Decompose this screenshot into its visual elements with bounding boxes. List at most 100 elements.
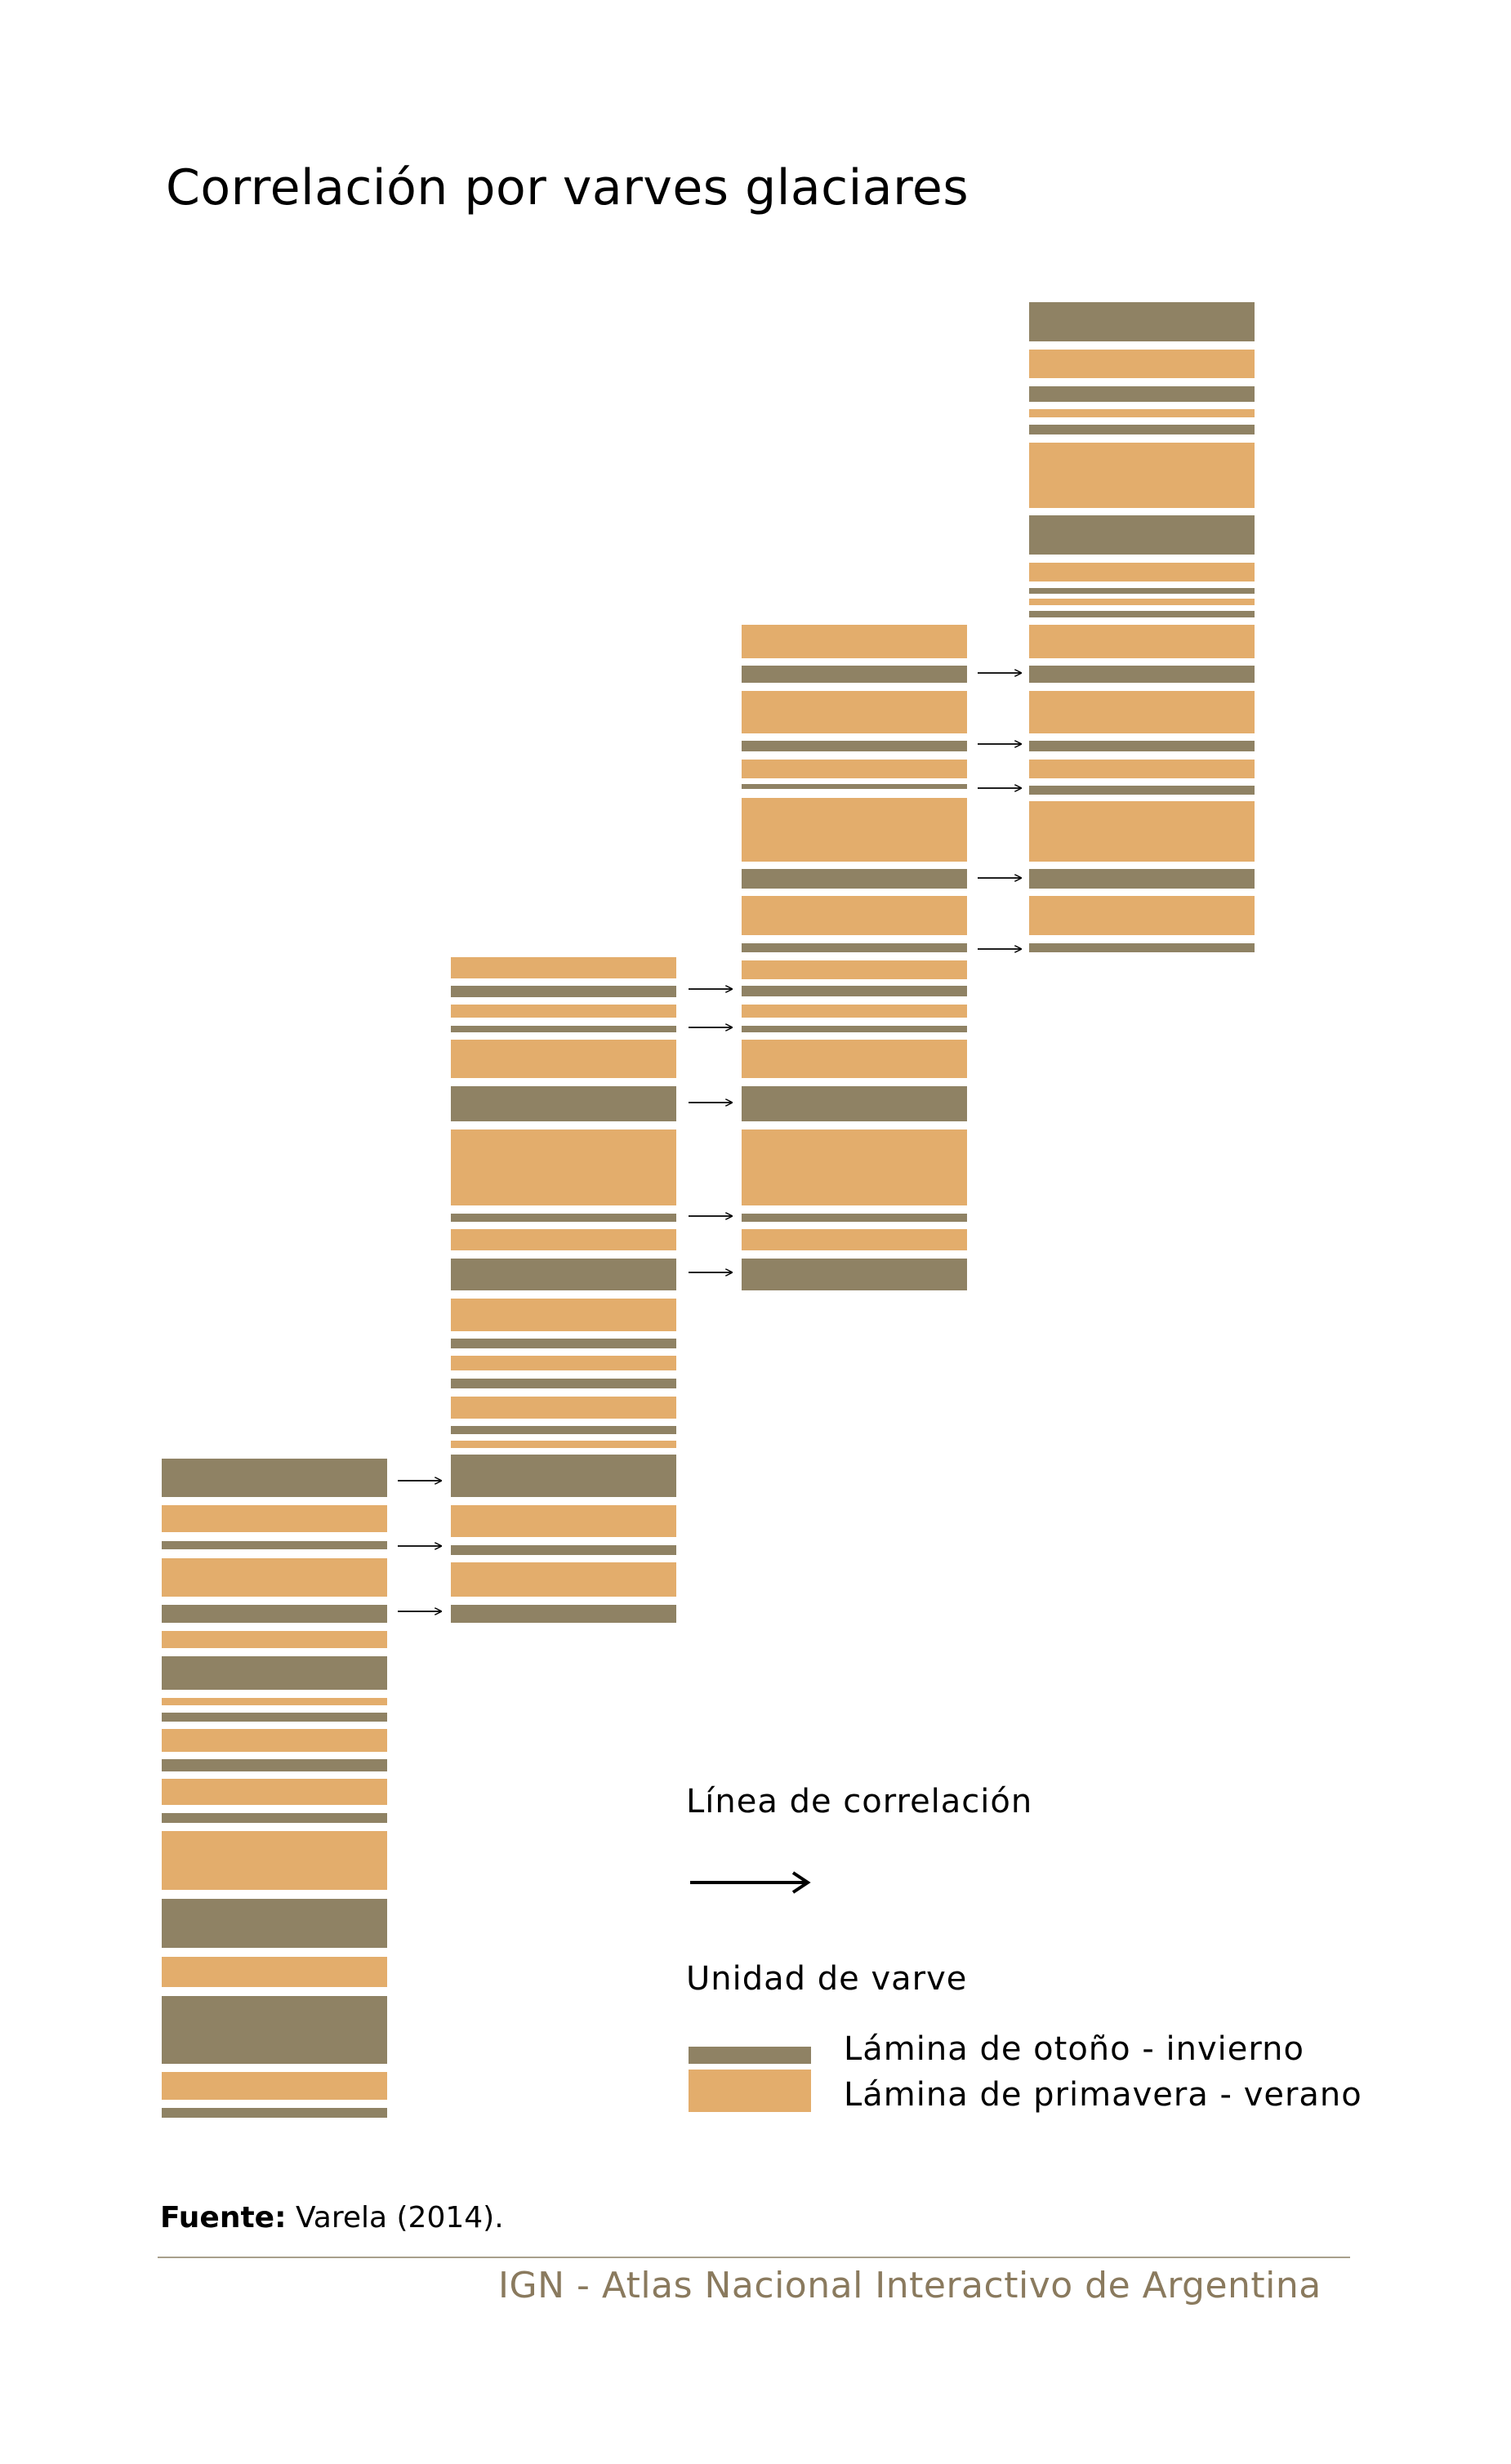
lamina-otono-invierno [742, 1086, 967, 1121]
lamina-primavera-verano [1029, 409, 1255, 417]
lamina-primavera-verano [162, 1779, 387, 1805]
varve-column-1 [162, 1459, 387, 2118]
legend-otono-label: Lámina de otoño - invierno [844, 2030, 1304, 2068]
lamina-primavera-verano [1029, 563, 1255, 581]
lamina-otono-invierno [742, 666, 967, 683]
lamina-otono-invierno [1029, 869, 1255, 889]
varve-column-3 [742, 625, 967, 1290]
lamina-otono-invierno [742, 1259, 967, 1290]
lamina-otono-invierno [162, 1713, 387, 1722]
lamina-otono-invierno [451, 1379, 676, 1388]
lamina-otono-invierno [451, 1214, 676, 1222]
lamina-primavera-verano [451, 1562, 676, 1597]
lamina-primavera-verano [742, 960, 967, 979]
lamina-primavera-verano [1029, 760, 1255, 778]
varve-column-4 [1029, 302, 1255, 952]
lamina-otono-invierno [451, 1545, 676, 1555]
lamina-otono-invierno [162, 1541, 387, 1549]
lamina-primavera-verano [742, 625, 967, 658]
lamina-primavera-verano [451, 1356, 676, 1370]
legend-arrow-icon [690, 1871, 811, 1894]
lamina-primavera-verano [1029, 350, 1255, 378]
lamina-primavera-verano [162, 2072, 387, 2100]
lamina-primavera-verano [162, 1698, 387, 1705]
lamina-otono-invierno [742, 784, 967, 789]
lamina-primavera-verano [742, 1005, 967, 1018]
lamina-otono-invierno [1029, 786, 1255, 795]
source-note: Fuente: Varela (2014). [160, 2201, 504, 2235]
lamina-otono-invierno [1029, 515, 1255, 555]
lamina-otono-invierno [1029, 302, 1255, 341]
footer-divider [158, 2257, 1350, 2258]
lamina-otono-invierno [162, 1759, 387, 1771]
lamina-primavera-verano [1029, 691, 1255, 733]
lamina-primavera-verano [451, 1229, 676, 1250]
lamina-primavera-verano [162, 1558, 387, 1597]
legend-swatch-primavera [689, 2070, 811, 2112]
lamina-primavera-verano [451, 1040, 676, 1078]
lamina-otono-invierno [451, 1455, 676, 1497]
lamina-otono-invierno [1029, 611, 1255, 617]
varve-column-2 [451, 957, 676, 1623]
lamina-primavera-verano [742, 1040, 967, 1078]
lamina-primavera-verano [162, 1631, 387, 1648]
lamina-otono-invierno [162, 1899, 387, 1948]
lamina-primavera-verano [742, 760, 967, 778]
lamina-primavera-verano [162, 1505, 387, 1532]
lamina-otono-invierno [451, 1426, 676, 1434]
lamina-otono-invierno [742, 741, 967, 751]
lamina-primavera-verano [742, 798, 967, 862]
lamina-otono-invierno [1029, 425, 1255, 434]
lamina-primavera-verano [1029, 443, 1255, 508]
lamina-otono-invierno [1029, 943, 1255, 952]
lamina-otono-invierno [742, 986, 967, 996]
lamina-otono-invierno [451, 1026, 676, 1032]
lamina-primavera-verano [451, 1505, 676, 1537]
lamina-otono-invierno [451, 1605, 676, 1623]
lamina-otono-invierno [742, 869, 967, 889]
lamina-primavera-verano [742, 691, 967, 733]
lamina-otono-invierno [162, 1996, 387, 2064]
lamina-primavera-verano [451, 1441, 676, 1448]
lamina-otono-invierno [1029, 741, 1255, 751]
legend-unit-label: Unidad de varve [686, 1960, 968, 1998]
source-label: Fuente: [160, 2201, 287, 2235]
lamina-otono-invierno [742, 943, 967, 952]
lamina-otono-invierno [162, 1813, 387, 1823]
lamina-otono-invierno [162, 2108, 387, 2118]
lamina-primavera-verano [1029, 599, 1255, 605]
lamina-primavera-verano [451, 1130, 676, 1205]
lamina-primavera-verano [1029, 625, 1255, 658]
lamina-primavera-verano [451, 1299, 676, 1331]
lamina-otono-invierno [451, 1259, 676, 1290]
lamina-primavera-verano [162, 1957, 387, 1987]
footer-credit: IGN - Atlas Nacional Interactivo de Arge… [498, 2265, 1322, 2306]
lamina-primavera-verano [451, 1005, 676, 1018]
lamina-otono-invierno [1029, 386, 1255, 402]
legend-swatch-otono [689, 2047, 811, 2064]
lamina-primavera-verano [742, 1229, 967, 1250]
diagram-title: Correlación por varves glaciares [166, 159, 969, 216]
lamina-otono-invierno [162, 1459, 387, 1497]
lamina-primavera-verano [742, 896, 967, 935]
lamina-primavera-verano [1029, 801, 1255, 862]
lamina-otono-invierno [742, 1026, 967, 1032]
lamina-otono-invierno [162, 1656, 387, 1690]
lamina-otono-invierno [742, 1214, 967, 1222]
lamina-otono-invierno [1029, 666, 1255, 683]
lamina-primavera-verano [742, 1130, 967, 1205]
lamina-otono-invierno [451, 1086, 676, 1121]
lamina-otono-invierno [451, 986, 676, 997]
lamina-primavera-verano [162, 1831, 387, 1890]
lamina-otono-invierno [162, 1605, 387, 1623]
legend-primavera-label: Lámina de primavera - verano [844, 2076, 1362, 2114]
legend-line-label: Línea de correlación [686, 1783, 1033, 1820]
lamina-primavera-verano [162, 1729, 387, 1752]
varve-diagram [162, 302, 1255, 2118]
lamina-otono-invierno [451, 1339, 676, 1348]
source-text: Varela (2014). [295, 2201, 504, 2235]
lamina-otono-invierno [1029, 588, 1255, 594]
lamina-primavera-verano [1029, 896, 1255, 935]
lamina-primavera-verano [451, 957, 676, 978]
lamina-primavera-verano [451, 1397, 676, 1419]
